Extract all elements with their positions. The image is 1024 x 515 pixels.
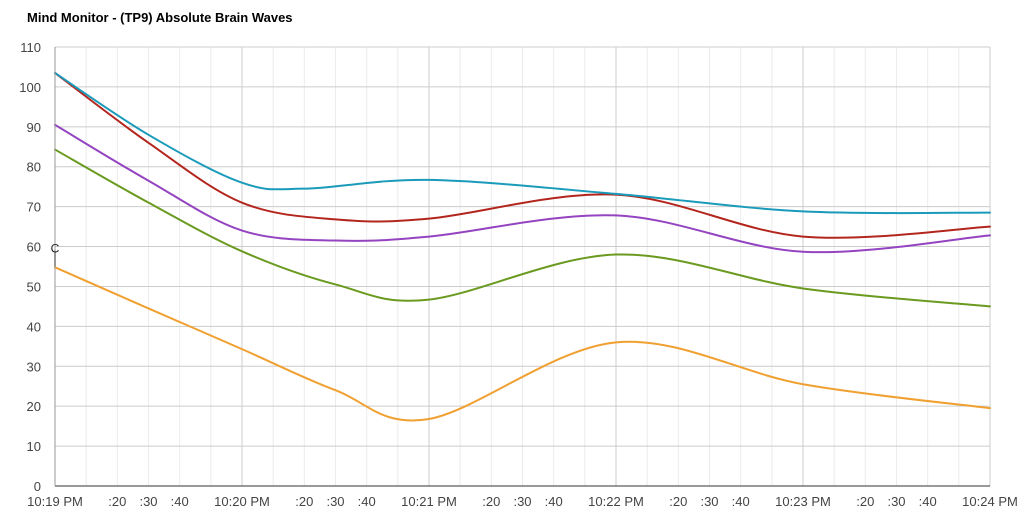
x-tick-label: :20	[482, 494, 500, 509]
series-line	[54, 148, 991, 308]
x-tick-label: 10:19 PM	[27, 494, 83, 509]
annotation-label: C	[51, 242, 60, 256]
series-line	[54, 266, 991, 422]
x-tick-label: :40	[171, 494, 189, 509]
y-tick-label: 20	[27, 399, 41, 414]
x-tick-label: 10:22 PM	[588, 494, 644, 509]
y-tick-label: 0	[34, 479, 41, 494]
x-tick-label: 10:24 PM	[962, 494, 1018, 509]
x-tick-label: :40	[732, 494, 750, 509]
x-tick-label: :40	[919, 494, 937, 509]
x-tick-label: :30	[700, 494, 718, 509]
series-line	[54, 71, 991, 215]
x-tick-label: :30	[139, 494, 157, 509]
y-tick-label: 40	[27, 319, 41, 334]
y-axis: 0 10 20 30 40 50 60 70 80 90 100 110	[19, 40, 41, 494]
x-tick-label: :20	[295, 494, 313, 509]
series-lines	[54, 71, 991, 422]
series-line	[54, 123, 991, 254]
x-tick-label: :30	[326, 494, 344, 509]
x-axis: 10:19 PM :20 :30 :40 10:20 PM :20 :30 :40 10:21 …	[27, 494, 1018, 509]
y-tick-label: 80	[27, 160, 41, 175]
y-tick-label: 10	[27, 439, 41, 454]
y-tick-label: 110	[20, 40, 41, 55]
y-tick-label: 100	[19, 80, 41, 95]
y-tick-label: 70	[27, 200, 41, 215]
y-tick-label: 60	[27, 240, 41, 255]
x-tick-label: :30	[887, 494, 905, 509]
x-tick-label: :20	[108, 494, 126, 509]
x-tick-label: :40	[358, 494, 376, 509]
chart-title: Mind Monitor - (TP9) Absolute Brain Wave…	[27, 10, 293, 25]
grid-lines	[54, 46, 991, 487]
y-tick-label: 50	[27, 279, 41, 294]
x-tick-label: :20	[856, 494, 874, 509]
y-tick-label: 90	[27, 120, 41, 135]
series-line	[54, 71, 991, 239]
y-tick-label: 30	[27, 359, 41, 374]
x-tick-label: :20	[669, 494, 687, 509]
x-tick-label: 10:21 PM	[401, 494, 457, 509]
x-tick-label: :30	[513, 494, 531, 509]
x-tick-label: :40	[545, 494, 563, 509]
x-tick-label: 10:23 PM	[775, 494, 831, 509]
x-tick-label: 10:20 PM	[214, 494, 270, 509]
